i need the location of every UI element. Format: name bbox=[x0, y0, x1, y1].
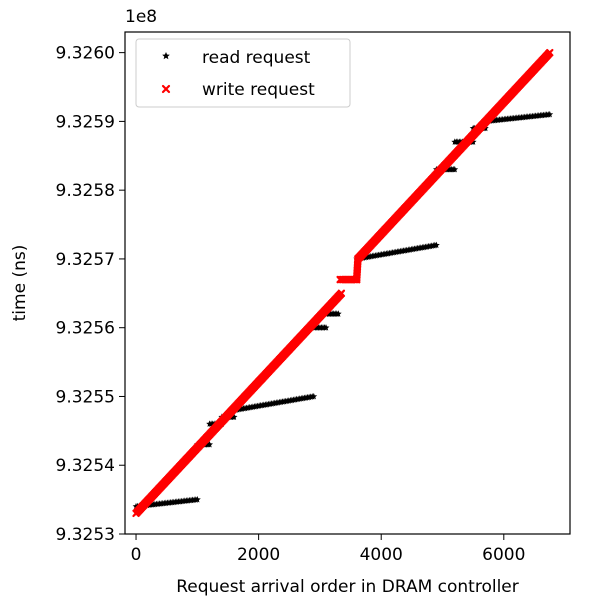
legend-star-icon bbox=[162, 52, 170, 60]
legend-marker-write-request bbox=[161, 84, 171, 94]
legend-x-icon bbox=[161, 84, 171, 94]
y-tick-label: 9.3255 bbox=[56, 387, 115, 407]
read-request-point bbox=[546, 110, 554, 118]
y-axis-ticks: 9.3253 9.3254 9.3255 9.3256 9.3257 9.3258 9.32… bbox=[56, 44, 125, 545]
legend-marker-read-request bbox=[162, 52, 170, 60]
y-tick-label: 9.3254 bbox=[56, 456, 115, 476]
legend-label-write-request: write request bbox=[202, 80, 315, 100]
read-request-point bbox=[230, 413, 238, 420]
y-tick-label: 9.3259 bbox=[56, 112, 115, 132]
legend: read request write request bbox=[135, 38, 351, 108]
x-tick-label: 0 bbox=[131, 545, 142, 565]
x-axis-ticks: 0 2000 4000 6000 bbox=[131, 534, 525, 565]
read-request-point bbox=[206, 441, 213, 448]
plot-frame bbox=[124, 31, 571, 535]
read-request-point bbox=[322, 324, 330, 331]
y-tick-label: 9.3260 bbox=[56, 44, 115, 64]
series-write-request bbox=[132, 48, 554, 518]
legend-label-read-request: read request bbox=[202, 48, 311, 68]
y-tick-label: 9.3256 bbox=[56, 319, 115, 339]
write-request-point bbox=[546, 48, 554, 57]
read-request-point bbox=[451, 165, 459, 173]
read-request-point bbox=[433, 241, 440, 249]
series-read-request bbox=[132, 110, 554, 510]
read-request-point bbox=[334, 310, 342, 317]
x-tick-label: 2000 bbox=[237, 545, 280, 565]
x-tick-label: 4000 bbox=[360, 545, 403, 565]
x-axis-label: Request arrival order in DRAM controller bbox=[176, 577, 519, 597]
y-tick-label: 9.3258 bbox=[56, 181, 115, 201]
data-points bbox=[132, 48, 554, 518]
read-request-point bbox=[193, 496, 201, 503]
x-tick-label: 6000 bbox=[482, 545, 525, 565]
y-tick-label: 9.3253 bbox=[56, 525, 115, 545]
read-request-point bbox=[310, 392, 318, 400]
y-tick-label: 9.3257 bbox=[56, 250, 115, 270]
y-axis-offset-label: 1e8 bbox=[125, 7, 157, 27]
legend-box bbox=[135, 38, 351, 108]
y-axis-label: time (ns) bbox=[10, 245, 30, 322]
write-request-point bbox=[337, 289, 346, 298]
